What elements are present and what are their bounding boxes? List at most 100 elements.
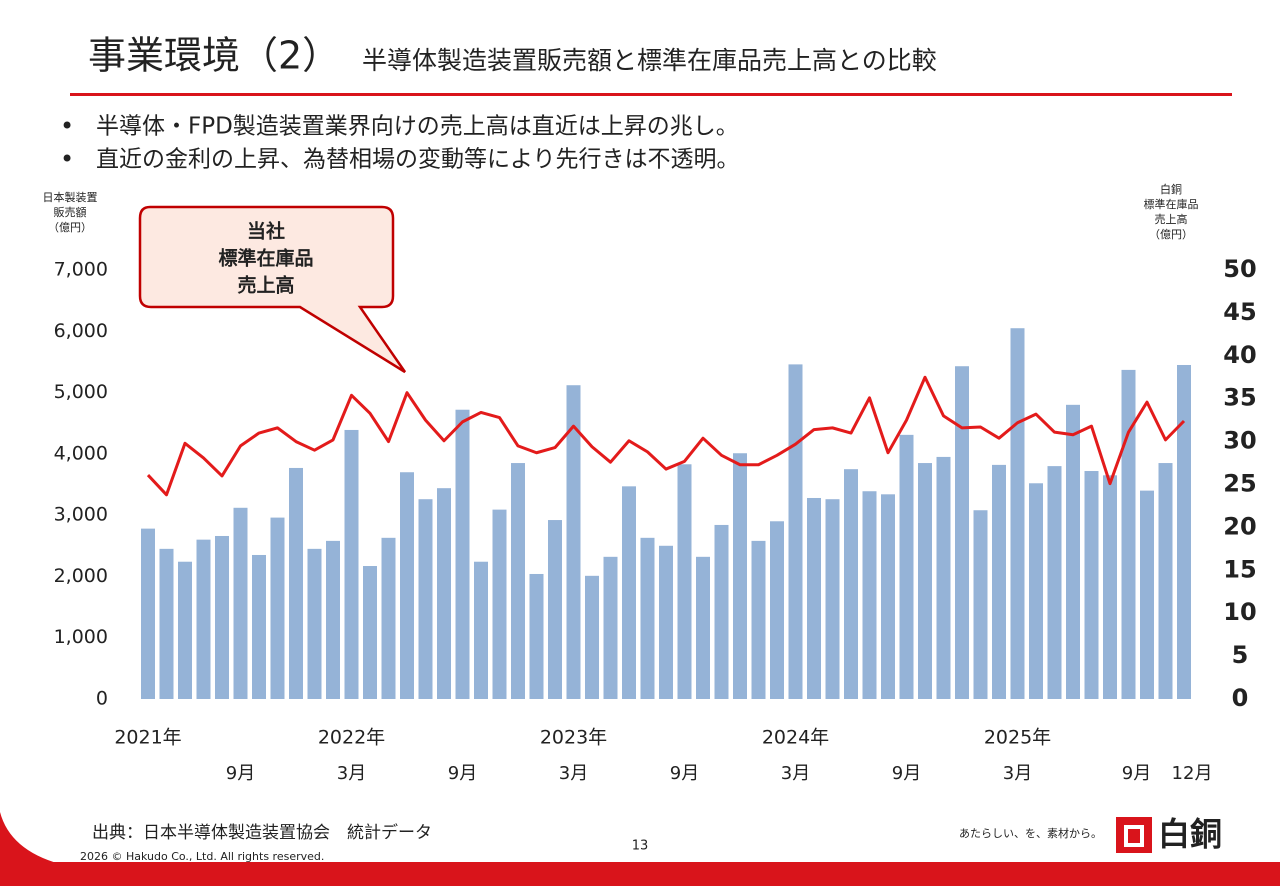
bar (733, 453, 747, 699)
x-year-label: 2022年 (318, 727, 385, 749)
bullet: 半導体・FPD製造装置業界向けの売上高は直近は上昇の兆し。 (96, 114, 739, 140)
y-tick-label: 1,000 (54, 626, 108, 648)
bar (844, 469, 858, 699)
tagline: あたらしい、を、素材から。 (959, 826, 1102, 840)
source: 出典：日本半導体製造装置協会 統計データ (92, 822, 432, 843)
bar (548, 520, 562, 699)
bar (825, 499, 840, 699)
x-tick-label: 3月 (781, 763, 810, 784)
x-tick-label: 3月 (337, 763, 366, 784)
bar (307, 548, 322, 699)
bar (252, 554, 266, 699)
y-tick-label: 6,000 (54, 320, 108, 342)
x-tick-label: 3月 (559, 763, 588, 784)
bar (899, 434, 914, 699)
bar (215, 535, 229, 699)
y-axis-label: 販売額 (54, 206, 87, 219)
bar (344, 429, 359, 699)
bar (807, 497, 821, 699)
bar (400, 472, 414, 699)
bullet: 直近の金利の上昇、為替相場の変動等により先行きは不透明。 (96, 147, 740, 173)
y-tick-label: 7,000 (54, 259, 108, 281)
y-tick-label: 0 (96, 688, 108, 710)
bar (1010, 328, 1025, 699)
y2-tick-label: 5 (1232, 641, 1249, 669)
y2-tick-label: 25 (1223, 470, 1256, 498)
bar (585, 575, 599, 699)
swoosh (0, 812, 60, 864)
bar (862, 491, 877, 699)
bar (714, 524, 729, 699)
y-tick-label: 2,000 (54, 565, 108, 587)
y-tick-label: 4,000 (54, 442, 108, 464)
bar (363, 566, 377, 699)
x-year-label: 2021年 (114, 727, 181, 749)
logo-mark-inner (1124, 825, 1144, 847)
y-axis-label: （億円） (48, 221, 92, 234)
page-number: 13 (632, 839, 649, 854)
y2-tick-label: 35 (1223, 384, 1256, 412)
bar (159, 548, 174, 699)
y-tick-label: 5,000 (54, 381, 108, 403)
bar (936, 456, 951, 699)
y2-tick-label: 15 (1223, 555, 1256, 583)
bar (992, 464, 1006, 699)
y2-tick-label: 10 (1223, 598, 1256, 626)
y2-tick-label: 50 (1223, 255, 1256, 283)
bar (455, 409, 470, 699)
bar (437, 488, 451, 699)
y2-axis-label: 売上高 (1155, 212, 1188, 226)
bar (603, 556, 618, 699)
bar (1066, 404, 1080, 699)
copyright: 2026 © Hakudo Co., Ltd. All rights reser… (80, 850, 324, 863)
bar (270, 517, 285, 699)
bar (751, 540, 766, 699)
x-tick-label: 9月 (670, 763, 699, 784)
y2-axis-label: （億円） (1149, 228, 1193, 241)
y-tick-label: 3,000 (54, 504, 108, 526)
bar (1084, 471, 1099, 699)
y2-axis-label: 白銅 (1160, 182, 1182, 196)
x-tick-label: 9月 (448, 763, 477, 784)
callout (138, 205, 407, 374)
x-tick-label: 9月 (226, 763, 255, 784)
bar (196, 539, 211, 699)
subtitle: 半導体製造装置販売額と標準在庫品売上高との比較 (362, 46, 937, 75)
y2-tick-label: 20 (1223, 512, 1256, 540)
bar (955, 366, 969, 699)
x-year-label: 2024年 (762, 727, 829, 749)
bar (622, 486, 636, 699)
bar (233, 507, 248, 699)
bar (770, 521, 784, 699)
logo-mark (1116, 817, 1152, 853)
chart: 0 1,000 2,000 3,000 4,000 5,000 6,000 7,000 0 5 10… (43, 182, 1257, 784)
bullet-dot: • (60, 145, 74, 173)
y2-tick-label: 40 (1223, 341, 1256, 369)
footer-bar (0, 862, 1280, 886)
x-year-label: 2023年 (540, 727, 607, 749)
bar (178, 561, 192, 699)
bar (1121, 369, 1136, 699)
x-year-label: 2025年 (984, 727, 1051, 749)
bar (918, 463, 932, 699)
annotation: 標準在庫品 (218, 247, 313, 270)
bar (1140, 490, 1154, 699)
bar (1047, 466, 1062, 699)
bar (418, 499, 433, 699)
bar (141, 528, 155, 699)
x-tick-label: 9月 (892, 763, 921, 784)
logo: 白銅 (1158, 815, 1222, 853)
bar (1158, 463, 1173, 699)
title: 事業環境（2） (88, 34, 340, 78)
bar (677, 464, 692, 699)
bar (881, 494, 895, 699)
bar (788, 364, 803, 699)
bar (289, 467, 303, 699)
bar (474, 561, 488, 699)
bar (529, 573, 544, 699)
bar (696, 556, 710, 699)
annotation: 当社 (247, 220, 285, 243)
y-axis-label: 日本製装置 (43, 190, 98, 204)
x-tick-label: 12月 (1172, 763, 1213, 784)
line (146, 375, 1186, 497)
